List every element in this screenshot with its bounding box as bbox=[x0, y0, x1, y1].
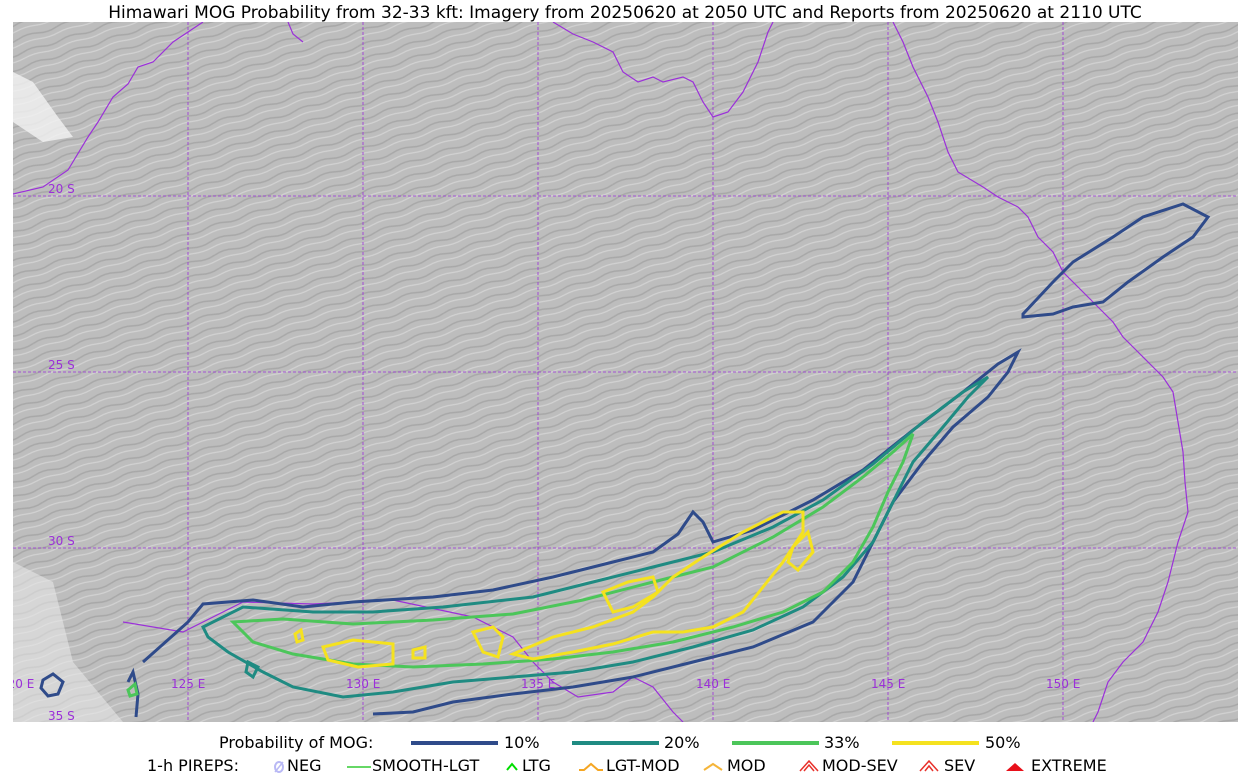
lon-label-130e: 130 E bbox=[346, 677, 380, 691]
lon-label-135e: 135 E bbox=[521, 677, 555, 691]
neg-icon bbox=[274, 761, 284, 773]
mod-icon bbox=[703, 762, 723, 771]
legend-33pct-label: 33% bbox=[824, 733, 860, 752]
lat-label-30s: 30 S bbox=[48, 534, 75, 548]
legend-lgt-mod-label: LGT-MOD bbox=[606, 756, 680, 775]
swatch-50pct bbox=[892, 741, 979, 745]
contour-33pct bbox=[126, 432, 915, 698]
swatch-33pct bbox=[732, 741, 819, 745]
sev-icon bbox=[919, 759, 939, 772]
swatch-20pct bbox=[572, 741, 659, 745]
lon-label-140e: 140 E bbox=[696, 677, 730, 691]
lon-label-125e: 125 E bbox=[171, 677, 205, 691]
lon-label-145e: 145 E bbox=[871, 677, 905, 691]
legend-sev-label: SEV bbox=[944, 756, 976, 775]
lgt-mod-icon bbox=[579, 762, 603, 771]
legend-50pct-label: 50% bbox=[985, 733, 1021, 752]
legend-mod-label: MOD bbox=[727, 756, 766, 775]
probability-legend-label: Probability of MOG: bbox=[219, 733, 374, 752]
legend-extreme-label: EXTREME bbox=[1031, 756, 1107, 775]
cloud-patch-sw bbox=[13, 562, 123, 722]
contour-20pct bbox=[200, 375, 990, 699]
graticule bbox=[13, 22, 1238, 722]
contour-50pct bbox=[293, 510, 815, 669]
lat-label-35s: 35 S bbox=[48, 709, 75, 722]
cloud-patch-nw bbox=[13, 72, 73, 142]
legend-20pct-label: 20% bbox=[664, 733, 700, 752]
extreme-icon bbox=[1006, 763, 1024, 771]
pirep-legend-label: 1-h PIREPS: bbox=[147, 756, 239, 775]
legend-10pct-label: 10% bbox=[504, 733, 540, 752]
lon-label-150e: 150 E bbox=[1046, 677, 1080, 691]
lat-label-20s: 20 S bbox=[48, 182, 75, 196]
smooth-lgt-icon bbox=[347, 766, 371, 768]
ltg-icon bbox=[506, 762, 518, 771]
legend-neg-label: NEG bbox=[287, 756, 322, 775]
map-title: Himawari MOG Probability from 32-33 kft:… bbox=[108, 3, 1142, 23]
legend-smooth-lgt-label: SMOOTH-LGT bbox=[372, 756, 480, 775]
satellite-map: 20 S 25 S 30 S 35 S 120 E 125 E 130 E 13… bbox=[13, 22, 1238, 722]
lon-label-120e: 120 E bbox=[13, 677, 34, 691]
swatch-10pct bbox=[411, 741, 498, 745]
map-canvas: 20 S 25 S 30 S 35 S 120 E 125 E 130 E 13… bbox=[13, 22, 1238, 722]
mod-sev-icon bbox=[799, 759, 819, 772]
legend-mod-sev-label: MOD-SEV bbox=[822, 756, 898, 775]
legend-ltg-label: LTG bbox=[522, 756, 551, 775]
lat-label-25s: 25 S bbox=[48, 358, 75, 372]
